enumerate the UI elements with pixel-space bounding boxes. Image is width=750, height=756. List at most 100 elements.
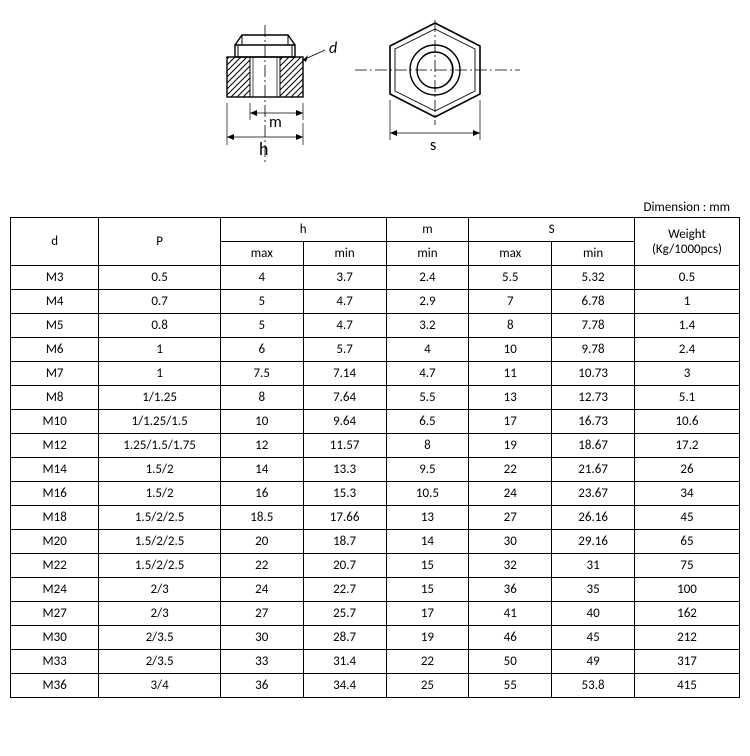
cell-w: 65 [635, 530, 740, 554]
cell-d: M24 [11, 578, 99, 602]
cell-smin: 18.67 [552, 434, 635, 458]
cell-hmax: 33 [220, 650, 303, 674]
cell-hmax: 27 [220, 602, 303, 626]
label-h: h [259, 138, 268, 160]
cell-m: 6.5 [386, 410, 469, 434]
table-row: M332/3.53331.4225049317 [11, 650, 740, 674]
cell-p: 1.5/2 [99, 458, 221, 482]
table-row: M121.25/1.5/1.751211.5781918.6717.2 [11, 434, 740, 458]
cell-hmin: 4.7 [303, 314, 386, 338]
cell-smax: 24 [469, 482, 552, 506]
cell-d: M6 [11, 338, 99, 362]
cell-smin: 31 [552, 554, 635, 578]
cell-d: M36 [11, 674, 99, 698]
cell-smin: 29.16 [552, 530, 635, 554]
cell-w: 75 [635, 554, 740, 578]
cell-w: 2.4 [635, 338, 740, 362]
cell-m: 15 [386, 554, 469, 578]
table-row: M181.5/2/2.518.517.66132726.1645 [11, 506, 740, 530]
cell-d: M20 [11, 530, 99, 554]
cell-d: M30 [11, 626, 99, 650]
cell-m: 9.5 [386, 458, 469, 482]
cell-m: 5.5 [386, 386, 469, 410]
cell-hmin: 20.7 [303, 554, 386, 578]
cell-hmax: 14 [220, 458, 303, 482]
cell-p: 1/1.25 [99, 386, 221, 410]
cell-smin: 16.73 [552, 410, 635, 434]
cell-w: 5.1 [635, 386, 740, 410]
cell-hmin: 7.14 [303, 362, 386, 386]
cell-m: 22 [386, 650, 469, 674]
cell-smin: 23.67 [552, 482, 635, 506]
cell-smax: 55 [469, 674, 552, 698]
cell-w: 162 [635, 602, 740, 626]
cell-smax: 11 [469, 362, 552, 386]
cell-hmin: 18.7 [303, 530, 386, 554]
cell-m: 13 [386, 506, 469, 530]
cell-smax: 10 [469, 338, 552, 362]
cell-hmin: 3.7 [303, 266, 386, 290]
cell-smax: 36 [469, 578, 552, 602]
cell-p: 3/4 [99, 674, 221, 698]
cell-hmin: 13.3 [303, 458, 386, 482]
cell-hmin: 4.7 [303, 290, 386, 314]
header-h: h [220, 218, 386, 242]
header-s-min: min [552, 242, 635, 266]
cell-hmin: 5.7 [303, 338, 386, 362]
cell-d: M5 [11, 314, 99, 338]
header-s-max: max [469, 242, 552, 266]
cell-m: 2.4 [386, 266, 469, 290]
cell-hmax: 6 [220, 338, 303, 362]
cell-p: 1 [99, 338, 221, 362]
cell-d: M18 [11, 506, 99, 530]
specifications-table: d P h m S Weight(Kg/1000pcs) max min min… [10, 217, 740, 698]
cell-w: 17.2 [635, 434, 740, 458]
cell-d: M22 [11, 554, 99, 578]
table-body: M30.543.72.45.55.320.5M40.754.72.976.781… [11, 266, 740, 698]
cell-w: 415 [635, 674, 740, 698]
cell-smin: 45 [552, 626, 635, 650]
cell-smin: 12.73 [552, 386, 635, 410]
cell-hmax: 24 [220, 578, 303, 602]
cell-m: 3.2 [386, 314, 469, 338]
table-row: M242/32422.7153635100 [11, 578, 740, 602]
cell-p: 0.7 [99, 290, 221, 314]
cell-hmin: 25.7 [303, 602, 386, 626]
cell-m: 2.9 [386, 290, 469, 314]
cell-hmax: 22 [220, 554, 303, 578]
table-row: M221.5/2/2.52220.715323175 [11, 554, 740, 578]
cell-w: 100 [635, 578, 740, 602]
cell-hmin: 17.66 [303, 506, 386, 530]
cell-w: 26 [635, 458, 740, 482]
cell-smax: 30 [469, 530, 552, 554]
cell-d: M4 [11, 290, 99, 314]
cell-w: 1.4 [635, 314, 740, 338]
cell-smin: 35 [552, 578, 635, 602]
cell-hmin: 22.7 [303, 578, 386, 602]
cell-smax: 46 [469, 626, 552, 650]
table-row: M81/1.2587.645.51312.735.1 [11, 386, 740, 410]
cell-hmin: 9.64 [303, 410, 386, 434]
cell-smin: 21.67 [552, 458, 635, 482]
side-view: d m h [227, 25, 337, 165]
cell-smax: 41 [469, 602, 552, 626]
cell-smax: 17 [469, 410, 552, 434]
cell-w: 10.6 [635, 410, 740, 434]
cell-smin: 53.8 [552, 674, 635, 698]
header-d: d [11, 218, 99, 266]
cell-smin: 6.78 [552, 290, 635, 314]
table-row: M6165.74109.782.4 [11, 338, 740, 362]
dimension-note: Dimension : mm [10, 200, 740, 215]
table-row: M141.5/21413.39.52221.6726 [11, 458, 740, 482]
header-p: P [99, 218, 221, 266]
cell-p: 2/3 [99, 578, 221, 602]
cell-hmax: 30 [220, 626, 303, 650]
front-view: s [355, 20, 520, 155]
header-h-max: max [220, 242, 303, 266]
cell-smin: 7.78 [552, 314, 635, 338]
cell-hmin: 31.4 [303, 650, 386, 674]
table-row: M161.5/21615.310.52423.6734 [11, 482, 740, 506]
cell-p: 1.25/1.5/1.75 [99, 434, 221, 458]
table-row: M30.543.72.45.55.320.5 [11, 266, 740, 290]
cell-m: 25 [386, 674, 469, 698]
